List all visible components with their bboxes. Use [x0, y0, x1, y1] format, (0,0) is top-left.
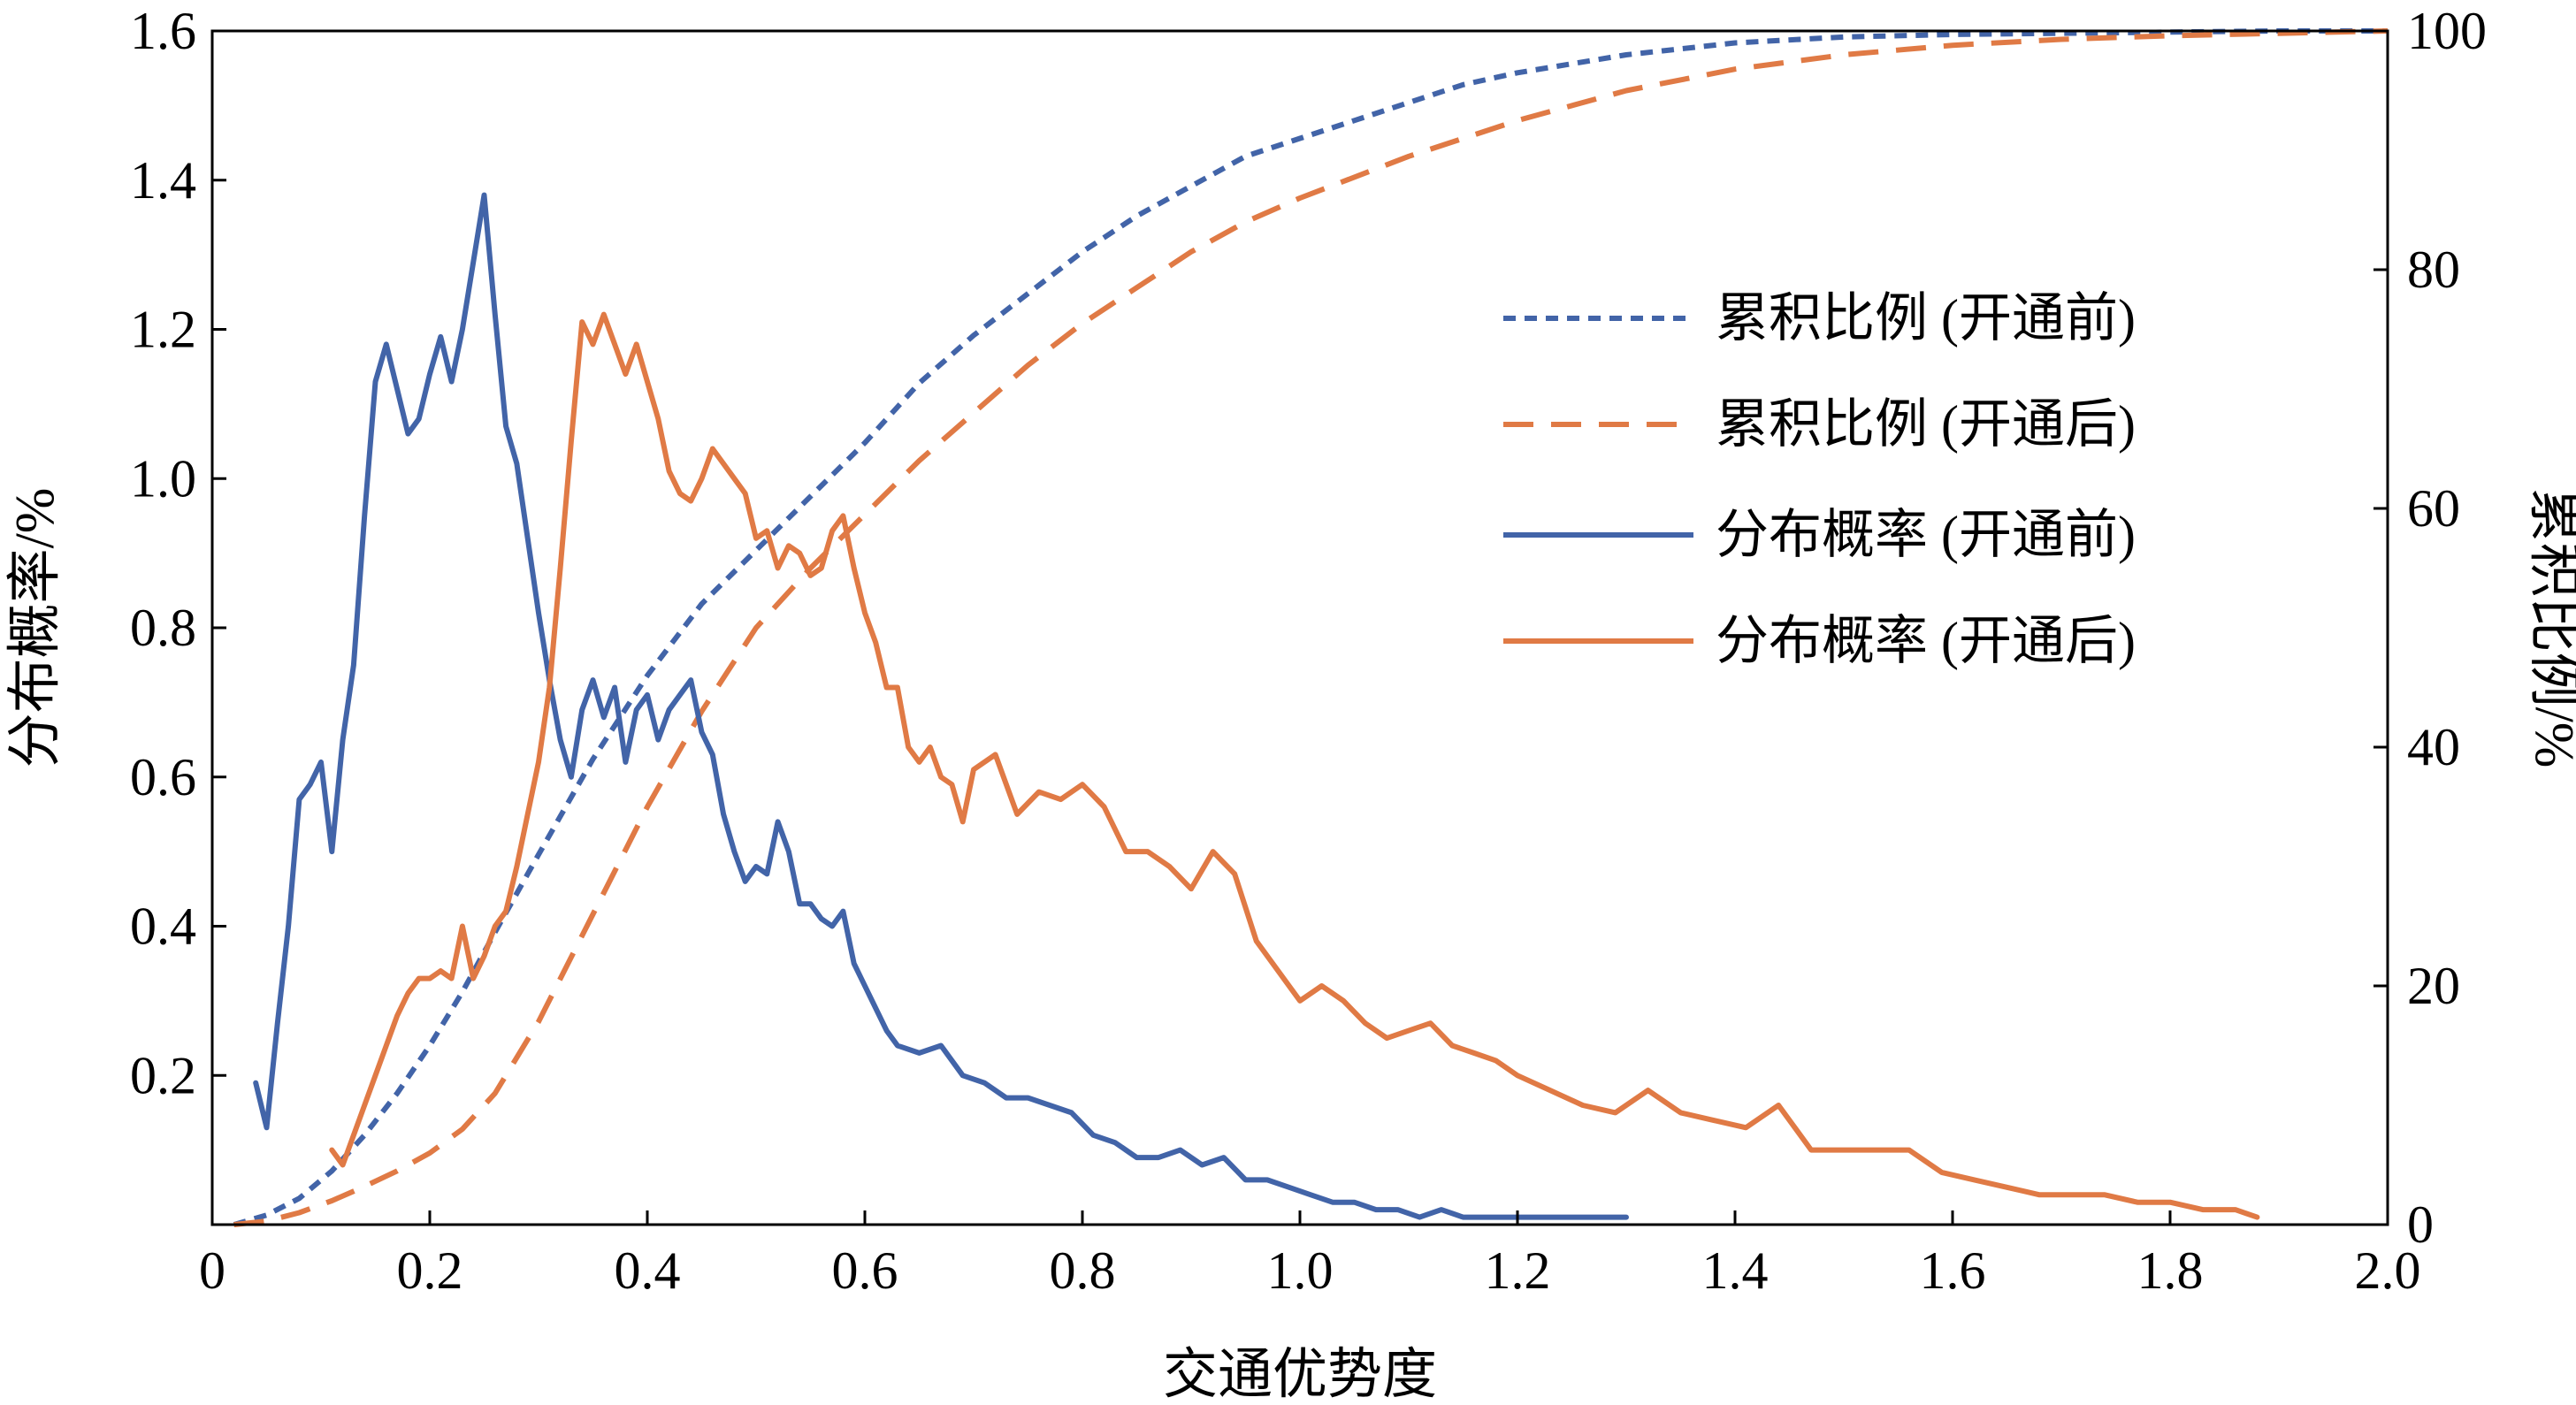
y-right-tick-label: 20	[2407, 957, 2460, 1015]
y-right-tick-label: 0	[2407, 1195, 2434, 1254]
cumulative-before-line	[233, 28, 2388, 1227]
x-tick-label: 2.0	[2355, 1241, 2421, 1300]
y-left-tick-label: 1.6	[130, 2, 196, 60]
x-tick-label: 0.4	[615, 1241, 681, 1300]
y-left-tick-label: 0.6	[130, 748, 196, 806]
cumulative-after-line	[233, 28, 2389, 1227]
y-left-tick-label: 1.2	[130, 301, 196, 359]
x-tick-label: 0	[199, 1241, 225, 1300]
y-left-tick-label: 0.8	[130, 599, 196, 657]
y-left-tick-label: 0.2	[130, 1046, 196, 1104]
legend-item-cumulative-after: 累积比例 (开通后)	[1503, 395, 2136, 454]
legend-label: 分布概率 (开通后)	[1716, 612, 2136, 670]
x-tick-label: 0.2	[397, 1241, 463, 1300]
legend-label: 累积比例 (开通后)	[1716, 395, 2136, 454]
series-layer	[233, 28, 2389, 1227]
legend-item-distribution-before: 分布概率 (开通前)	[1503, 506, 2136, 564]
y-left-tick-label: 0.4	[130, 897, 196, 956]
distribution-after-line	[329, 311, 2260, 1220]
legend: 累积比例 (开通前) 累积比例 (开通后) 分布概率 (开通前) 分布概率 (开通后)	[1503, 289, 2136, 670]
y-left-axis-ticks: 0.2 0.4 0.6 0.8 1.0 1.2 1.4 1.6	[130, 2, 226, 1104]
x-tick-label: 0.8	[1050, 1241, 1116, 1300]
x-tick-label: 1.4	[1702, 1241, 1769, 1300]
legend-label: 分布概率 (开通前)	[1716, 506, 2136, 564]
y-left-axis-title: 分布概率/%	[5, 488, 65, 768]
y-left-tick-label: 1.4	[130, 151, 196, 210]
x-tick-label: 1.8	[2137, 1241, 2204, 1300]
y-right-axis-title: 累积比例/%	[2524, 488, 2576, 768]
x-tick-label: 0.6	[832, 1241, 898, 1300]
y-right-tick-label: 80	[2407, 241, 2460, 299]
x-axis-title: 交通优势度	[1163, 1345, 1437, 1405]
y-right-tick-label: 40	[2407, 718, 2460, 776]
distribution-before-line	[253, 192, 1629, 1220]
y-right-axis-ticks: 0 20 40 60 80 100	[2373, 2, 2487, 1254]
y-right-tick-label: 60	[2407, 479, 2460, 538]
y-right-tick-label: 100	[2407, 2, 2487, 60]
x-tick-label: 1.0	[1267, 1241, 1334, 1300]
legend-item-distribution-after: 分布概率 (开通后)	[1503, 612, 2136, 670]
x-tick-label: 1.2	[1485, 1241, 1551, 1300]
x-tick-label: 1.6	[1920, 1241, 1986, 1300]
legend-item-cumulative-before: 累积比例 (开通前)	[1503, 289, 2136, 347]
legend-label: 累积比例 (开通前)	[1716, 289, 2136, 347]
y-left-tick-label: 1.0	[130, 449, 196, 508]
x-axis-ticks: 0 0.2 0.4 0.6 0.8 1.0 1.2 1.4 1.6 1.8 2.0	[199, 1210, 2421, 1300]
